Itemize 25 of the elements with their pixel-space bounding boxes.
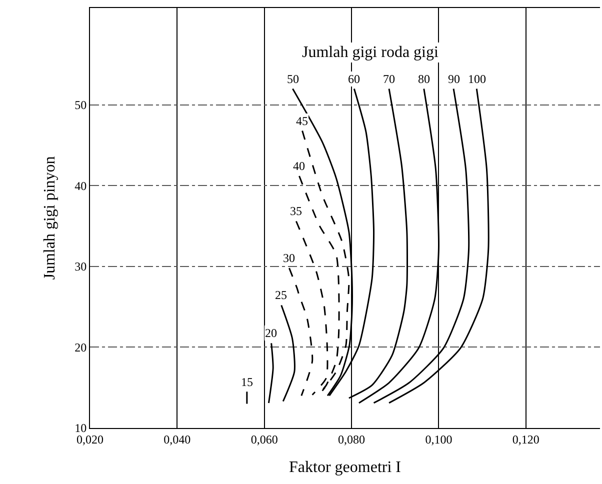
x-tick-label: 0,080 — [338, 432, 366, 446]
y-tick-label: 40 — [74, 178, 87, 193]
y-tick-label: 30 — [74, 260, 87, 274]
series-label: 15 — [241, 375, 253, 389]
series-label: 20 — [265, 326, 277, 340]
y-axis-title: Jumlah gigi pinyon — [42, 156, 58, 280]
series-label: 50 — [287, 72, 299, 86]
series-label: 70 — [383, 72, 395, 86]
x-tick-label: 0,120 — [512, 432, 540, 446]
series-label: 80 — [418, 72, 430, 86]
y-tick-label: 50 — [74, 98, 87, 112]
text: Jumlah gigi roda gigi — [302, 44, 439, 61]
x-tick-label: 0,060 — [250, 432, 278, 446]
series-label: 40 — [293, 159, 305, 173]
series-label: 45 — [296, 114, 308, 128]
x-tick-label: 0,040 — [164, 432, 191, 446]
series-label: 30 — [283, 251, 295, 265]
series-label: 100 — [468, 72, 486, 86]
y-tick-label: 20 — [74, 340, 87, 354]
series-label: 90 — [448, 72, 460, 86]
series-label: 25 — [275, 288, 287, 302]
x-tick-label: 0,100 — [425, 432, 452, 446]
series-label: 35 — [290, 204, 302, 218]
x-axis-title: Faktor geometri I — [289, 459, 401, 476]
series-label: 60 — [348, 72, 360, 86]
